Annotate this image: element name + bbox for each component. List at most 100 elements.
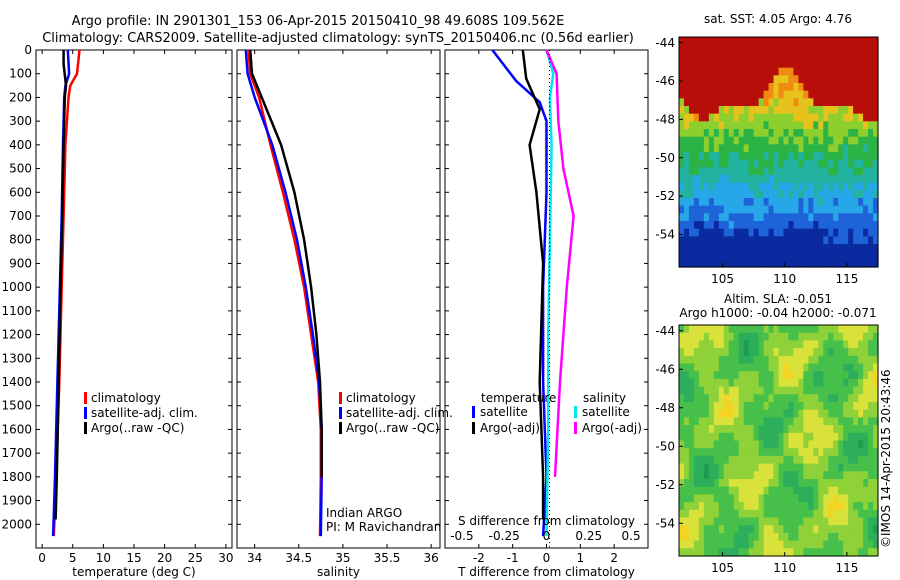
heatmap-cell [843,213,849,222]
heatmap-cell [763,440,770,449]
heatmap-cell [833,332,839,341]
heatmap-cell [778,113,785,122]
heatmap-cell [808,371,814,380]
heatmap-cell [813,121,819,130]
heatmap-cell [833,340,839,349]
heatmap-cell [828,98,834,107]
heatmap-cell [798,106,804,115]
heatmap-cell [853,129,859,138]
heatmap-cell [843,440,849,449]
heatmap-cell [743,386,750,395]
heatmap-cell [793,205,799,214]
heatmap-cell [823,448,829,457]
heatmap-cell [698,355,705,365]
heatmap-cell [753,425,760,434]
heatmap-cell [773,340,780,349]
heatmap-cell [833,144,839,153]
heatmap-cell [858,371,864,380]
heatmap-cell [763,402,770,411]
heatmap-cell [788,378,795,388]
heatmap-cell [708,402,715,411]
heatmap-cell [723,152,730,161]
heatmap-cell [679,144,685,153]
heatmap-cell [788,221,795,230]
heatmap-cell [728,332,735,341]
heatmap-cell [693,251,700,260]
heatmap-cell [703,378,710,388]
header-line1: Argo profile: IN 2901301_153 06-Apr-2015… [72,14,565,29]
heatmap-cell [848,106,854,115]
heatmap-cell [743,136,750,145]
heatmap-cell [708,525,715,534]
heatmap-cell [838,159,844,168]
heatmap-cell [858,417,864,426]
heatmap-cell [858,44,864,53]
heatmap-cell [728,190,735,199]
heatmap-cell [738,386,745,395]
heatmap-cell [863,532,869,542]
heatmap-cell [803,52,809,61]
heatmap-cell [763,378,770,388]
heatmap-cell [718,60,725,69]
heatmap-cell [833,37,839,46]
heatmap-cell [808,509,814,519]
heatmap-cell [813,325,819,334]
heatmap-cell [723,425,730,434]
heatmap-cell [828,486,834,495]
heatmap-cell [703,190,710,199]
heatmap-cell [848,152,854,161]
heatmap-cell [728,548,735,557]
heatmap-cell [818,44,824,53]
heatmap-cell [693,479,700,488]
heatmap-cell [783,251,790,260]
heatmap-cell [858,479,864,488]
heatmap-cell [713,540,720,549]
heatmap-cell [788,106,795,115]
y-tick-label: -46 [655,74,675,88]
heatmap-cell [823,106,829,115]
heatmap-cell [713,106,720,115]
heatmap-cell [773,205,780,214]
heatmap-cell [818,425,824,434]
heatmap-cell [858,325,864,334]
heatmap-cell [813,509,819,519]
heatmap-cell [733,348,740,357]
heatmap-cell [778,355,785,365]
heatmap-cell [848,198,854,207]
heatmap-cell [688,228,695,237]
heatmap-cell [773,394,780,403]
heatmap-cell [733,532,740,542]
heatmap-cell [798,355,804,365]
heatmap-cell [798,479,804,488]
heatmap-cell [733,83,740,92]
heatmap-cell [683,425,690,434]
heatmap-cell [748,144,755,153]
heatmap-cell [778,494,785,503]
heatmap-cell [848,417,854,426]
heatmap-cell [793,213,799,222]
heatmap-cell [698,152,705,161]
heatmap-cell [788,37,795,46]
heatmap-cell [798,52,804,61]
heatmap-cell [743,479,750,488]
heatmap-cell [823,455,829,465]
heatmap-cell [748,340,755,349]
heatmap-cell [823,251,829,260]
heatmap-cell [833,479,839,488]
heatmap-cell [723,259,730,268]
heatmap-cell [758,471,765,480]
heatmap-cell [738,144,745,153]
heatmap-cell [843,463,849,472]
heatmap-cell [863,67,869,76]
heatmap-cell [798,90,804,99]
heatmap-cell [728,67,735,76]
heatmap-cell [868,425,874,434]
heatmap-cell [758,52,765,61]
heatmap-cell [748,98,755,107]
heatmap-cell [838,106,844,115]
heatmap-cell [868,228,874,237]
heatmap-cell [728,129,735,138]
x-tick-label: 110 [773,561,796,575]
heatmap-cell [843,432,849,442]
heatmap-cell [738,136,745,145]
